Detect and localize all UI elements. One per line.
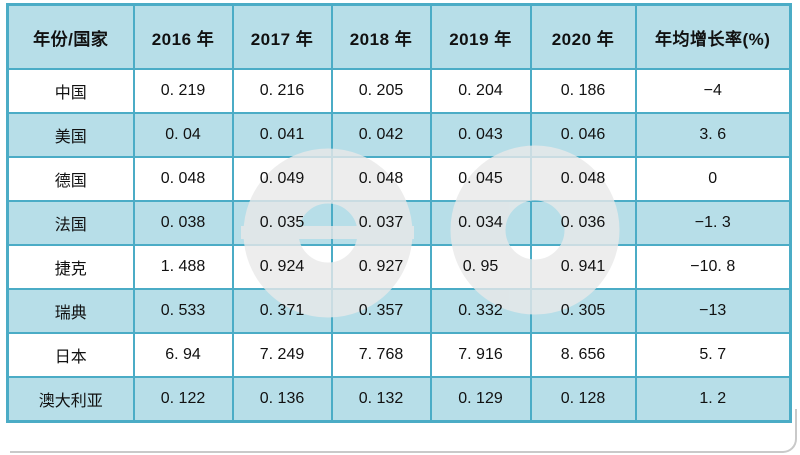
- column-header-2020: 2020 年: [529, 3, 637, 70]
- cell: 7. 768: [330, 332, 432, 378]
- cell: 0. 049: [231, 156, 333, 202]
- row-header-country: 德国: [6, 156, 135, 202]
- row-header-country: 瑞典: [6, 288, 135, 334]
- cell: 0. 038: [132, 200, 234, 246]
- row-header-country: 日本: [6, 332, 135, 378]
- country-year-data-table: 年份/国家 2016 年 2017 年 2018 年 2019 年 2020 年…: [6, 3, 792, 423]
- cell: 0. 95: [429, 244, 532, 290]
- cell: 0. 136: [231, 376, 333, 423]
- cell: 0. 186: [529, 68, 637, 114]
- row-header-country: 法国: [6, 200, 135, 246]
- cell: 0. 132: [330, 376, 432, 423]
- cell: 1. 488: [132, 244, 234, 290]
- cell: 0. 04: [132, 112, 234, 158]
- cell: 0. 924: [231, 244, 333, 290]
- header-row: 年份/国家 2016 年 2017 年 2018 年 2019 年 2020 年…: [6, 3, 792, 70]
- row-header-country: 捷克: [6, 244, 135, 290]
- cell: 0. 941: [529, 244, 637, 290]
- cell: 0. 035: [231, 200, 333, 246]
- cell: 0. 041: [231, 112, 333, 158]
- cell: 0. 216: [231, 68, 333, 114]
- cell: 7. 249: [231, 332, 333, 378]
- column-header-2016: 2016 年: [132, 3, 234, 70]
- table-row-japan: 日本 6. 94 7. 249 7. 768 7. 916 8. 656 5. …: [6, 332, 792, 378]
- cell: 0. 034: [429, 200, 532, 246]
- table-row-china: 中国 0. 219 0. 216 0. 205 0. 204 0. 186 −4: [6, 68, 792, 114]
- row-header-country: 美国: [6, 112, 135, 158]
- cell: 0. 204: [429, 68, 532, 114]
- cell: 0. 205: [330, 68, 432, 114]
- cell: 0. 042: [330, 112, 432, 158]
- table-row-france: 法国 0. 038 0. 035 0. 037 0. 034 0. 036 −1…: [6, 200, 792, 246]
- cell: 0. 371: [231, 288, 333, 334]
- cell-growth-rate: 0: [634, 156, 792, 202]
- table-row-australia: 澳大利亚 0. 122 0. 136 0. 132 0. 129 0. 128 …: [6, 376, 792, 423]
- cell-growth-rate: −4: [634, 68, 792, 114]
- cell: 6. 94: [132, 332, 234, 378]
- cell-growth-rate: −13: [634, 288, 792, 334]
- cell: 0. 048: [132, 156, 234, 202]
- column-header-growth-rate: 年均增长率(%): [634, 3, 792, 70]
- cell: 7. 916: [429, 332, 532, 378]
- cell-growth-rate: 1. 2: [634, 376, 792, 423]
- cell: 0. 045: [429, 156, 532, 202]
- cell-growth-rate: 3. 6: [634, 112, 792, 158]
- table-row-germany: 德国 0. 048 0. 049 0. 048 0. 045 0. 048 0: [6, 156, 792, 202]
- cell-growth-rate: 5. 7: [634, 332, 792, 378]
- cell: 0. 036: [529, 200, 637, 246]
- table-row-sweden: 瑞典 0. 533 0. 371 0. 357 0. 332 0. 305 −1…: [6, 288, 792, 334]
- column-header-2018: 2018 年: [330, 3, 432, 70]
- cell: 0. 046: [529, 112, 637, 158]
- cell: 0. 129: [429, 376, 532, 423]
- column-header-2019: 2019 年: [429, 3, 532, 70]
- row-header-country: 澳大利亚: [6, 376, 135, 423]
- cell: 0. 219: [132, 68, 234, 114]
- cell: 0. 305: [529, 288, 637, 334]
- cell: 0. 357: [330, 288, 432, 334]
- cell: 0. 332: [429, 288, 532, 334]
- column-header-year-country: 年份/国家: [6, 3, 135, 70]
- table-row-usa: 美国 0. 04 0. 041 0. 042 0. 043 0. 046 3. …: [6, 112, 792, 158]
- cell: 0. 927: [330, 244, 432, 290]
- cell: 0. 043: [429, 112, 532, 158]
- cell: 8. 656: [529, 332, 637, 378]
- cell: 0. 037: [330, 200, 432, 246]
- table-row-czech: 捷克 1. 488 0. 924 0. 927 0. 95 0. 941 −10…: [6, 244, 792, 290]
- row-header-country: 中国: [6, 68, 135, 114]
- cell: 0. 128: [529, 376, 637, 423]
- cell: 0. 533: [132, 288, 234, 334]
- cell: 0. 048: [529, 156, 637, 202]
- cell: 0. 048: [330, 156, 432, 202]
- cell-growth-rate: −1. 3: [634, 200, 792, 246]
- cell: 0. 122: [132, 376, 234, 423]
- cell-growth-rate: −10. 8: [634, 244, 792, 290]
- column-header-2017: 2017 年: [231, 3, 333, 70]
